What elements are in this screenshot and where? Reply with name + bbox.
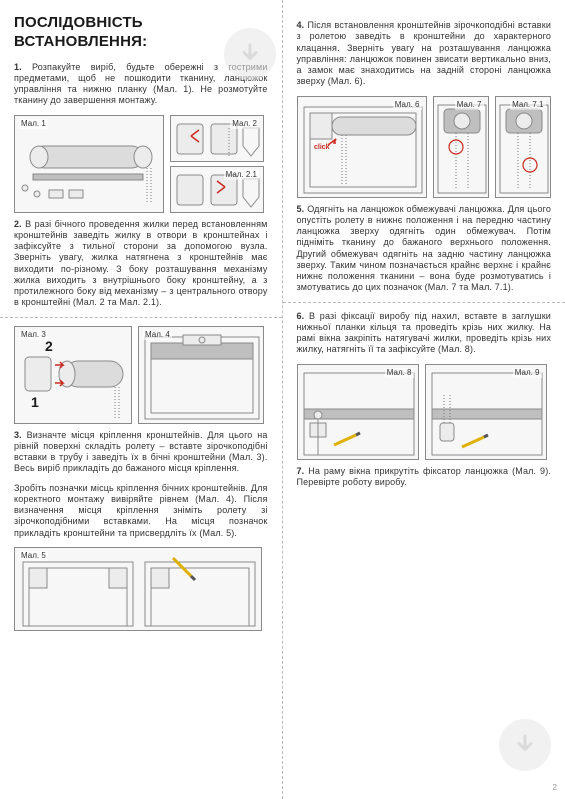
step-5-text: 5. Одягніть на ланцюжок обмежувачі ланцю… [297,204,552,294]
step-6-text: 6. В разі фіксації виробу під нахил, вст… [297,311,552,356]
fig-1-caption: Мал. 1 [19,119,48,129]
step-2-body: В разі бічного проведення жилки перед вс… [14,219,268,308]
fig-3-caption: Мал. 3 [19,330,48,340]
fig-2-group: Мал. 2 Мал. 2.1 [170,115,264,213]
fig-row-4: Мал. 6 click Мал. 7 [297,96,552,198]
step-3a-text: 3. Визначте місця кріплення кронштейнів.… [14,430,268,475]
fig-2-1-caption: Мал. 2.1 [224,170,259,180]
step-5-body: Одягніть на ланцюжок обмежувачі ланцюжка… [297,204,552,293]
fig-5-caption: Мал. 5 [19,551,48,561]
fig-4-caption: Мал. 4 [143,330,172,340]
fig-2-caption: Мал. 2 [230,119,259,129]
divider-right [283,302,565,303]
fig-2-1: Мал. 2.1 [170,166,264,213]
fig-2: Мал. 2 [170,115,264,162]
divider-left [0,317,282,318]
fig-7-caption: Мал. 7 [455,100,484,110]
fig-row-2: Мал. 3 2 1 Мал. 4 [14,326,268,424]
step-7-body: На раму вікна прикрутіть фіксатор ланцюж… [297,466,552,487]
fig-7-1: Мал. 7.1 [495,96,551,198]
fig-9: Мал. 9 [425,364,547,460]
click-label: click [314,144,330,151]
fig-3: Мал. 3 2 1 [14,326,132,424]
fig-9-caption: Мал. 9 [513,368,542,378]
step-6-body: В разі фіксації виробу під нахил, вставт… [297,311,552,355]
svg-text:2: 2 [45,338,53,354]
fig-5: Мал. 5 [14,547,262,631]
step-7-text: 7. На раму вікна прикрутіть фіксатор лан… [297,466,552,489]
fig-6-caption: Мал. 6 [393,100,422,110]
step-3a-body: Визначте місця кріплення кронштейнів. Дл… [14,430,268,474]
svg-text:1: 1 [31,394,39,410]
page-number: 2 [553,783,557,793]
fig-7-1-caption: Мал. 7.1 [510,100,545,110]
step-2-text: 2. В разі бічного проведення жилки перед… [14,219,268,309]
fig-row-5: Мал. 8 Мал. 9 [297,364,552,460]
fig-row-1: Мал. 1 Мал. 2 [14,115,268,213]
fig-1: Мал. 1 [14,115,164,213]
fig-7: Мал. 7 [433,96,489,198]
fig-4: Мал. 4 [138,326,264,424]
fig-8-caption: Мал. 8 [385,368,414,378]
step-4-text: 4. Після встановлення кронштейнів зірочк… [297,20,552,88]
fig-8: Мал. 8 [297,364,419,460]
step-4-body: Після встановлення кронштейнів зірочкопо… [297,20,552,86]
fig-6: Мал. 6 click [297,96,427,198]
step-3b-text: Зробіть позначки місць кріплення бічних … [14,483,268,539]
fig-row-3: Мал. 5 [14,547,268,631]
